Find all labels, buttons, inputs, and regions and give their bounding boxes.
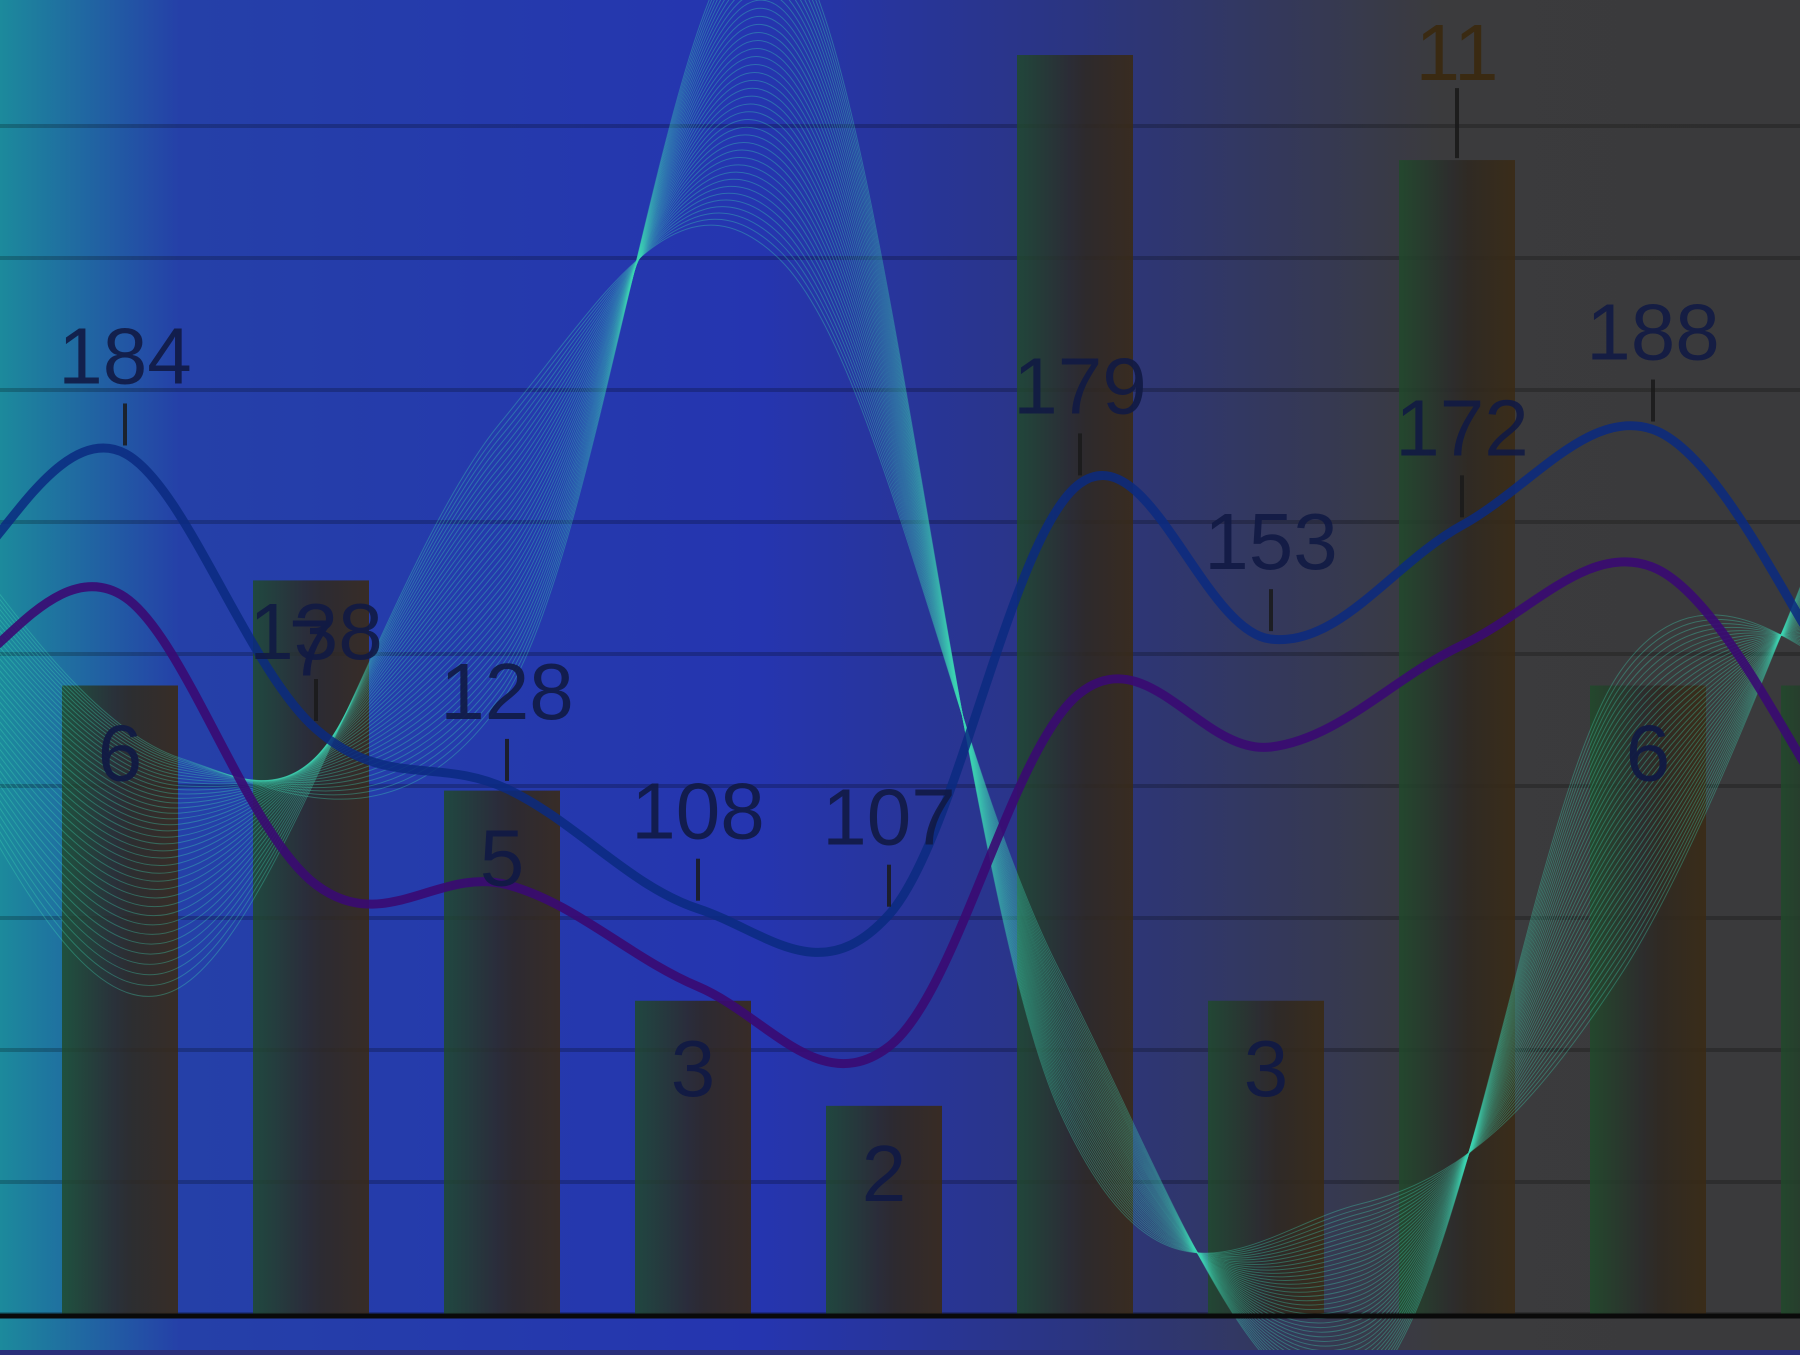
- bar-value-label: 3: [671, 1024, 716, 1113]
- data-labels: 184 138 128 108 107 179 153 172 188 6 7 5 3 2 3 11 6: [58, 8, 1719, 1218]
- wave-line: [0, 141, 1800, 1342]
- line-value-label: 108: [631, 767, 764, 856]
- wave-line: [0, 134, 1800, 1338]
- wave-line: [0, 119, 1800, 1329]
- bar: [62, 685, 178, 1316]
- bar-value-label: 2: [862, 1129, 907, 1218]
- bar: [1590, 685, 1706, 1316]
- line-series: [0, 421, 1800, 1069]
- wave-line: [0, 88, 1800, 1310]
- wave-line: [0, 192, 1800, 1355]
- wave-line: [0, 7, 1800, 1271]
- line-value-label: 172: [1395, 383, 1528, 472]
- bar: [635, 1000, 751, 1316]
- line-value-label: 128: [440, 647, 573, 736]
- wave-line: [0, 0, 1800, 1263]
- wave-line: [0, 218, 1800, 1355]
- bar: [253, 580, 369, 1316]
- bar: [826, 1105, 942, 1316]
- line-value-label: 179: [1013, 341, 1146, 430]
- wave-line: [0, 56, 1800, 1293]
- wave-line: [0, 48, 1800, 1289]
- wave-line: [0, 199, 1800, 1355]
- wave-line: [0, 0, 1800, 1255]
- wave-line: [0, 23, 1800, 1278]
- wave-line: [0, 0, 1800, 1268]
- wave-line: [0, 212, 1800, 1355]
- wave-line: [0, 149, 1800, 1347]
- line-value-label: 153: [1204, 497, 1337, 586]
- bar: [1017, 55, 1133, 1316]
- wave-line: [0, 0, 1800, 1266]
- wave-line: [0, 111, 1800, 1324]
- bar: [1208, 1000, 1324, 1316]
- bar: [1781, 685, 1800, 1316]
- line-value-label: 188: [1586, 288, 1719, 377]
- wave-line: [0, 0, 1800, 1261]
- wave-line: [0, 103, 1800, 1319]
- line-value-label: 138: [249, 587, 382, 676]
- wave-line: [0, 31, 1800, 1281]
- wave-line: [0, 0, 1800, 1258]
- wave-line: [0, 0, 1800, 1259]
- bar-value-label: 11: [1415, 8, 1498, 97]
- bar-value-label: 7: [289, 603, 334, 692]
- bar: [444, 790, 560, 1316]
- wave-line: [0, 0, 1800, 1256]
- wave-line: [0, 224, 1800, 1355]
- wave-line: [0, 157, 1800, 1352]
- line-value-label: 184: [58, 311, 191, 400]
- wave-line: [0, 206, 1800, 1355]
- bar: [1399, 160, 1515, 1316]
- wave-line: [0, 126, 1800, 1333]
- wave-line: [0, 178, 1800, 1355]
- bar-series: [62, 55, 1800, 1316]
- wave-line: [0, 171, 1800, 1355]
- wave-line: [0, 64, 1800, 1297]
- bar-value-label: 5: [480, 814, 525, 903]
- wave-line: [0, 0, 1800, 1254]
- line-series-primary: [0, 421, 1800, 957]
- line-series-secondary: [0, 557, 1800, 1069]
- wave-line: [0, 0, 1800, 1255]
- bar-value-label: 6: [98, 709, 143, 798]
- wave-line: [0, 95, 1800, 1315]
- wave-line: [0, 72, 1800, 1302]
- wave-line: [0, 80, 1800, 1306]
- wave-line: [0, 40, 1800, 1285]
- bar-value-label: 3: [1244, 1024, 1289, 1113]
- wave-line: [0, 185, 1800, 1355]
- bar-value-label: 6: [1626, 709, 1671, 798]
- wave-line: [0, 15, 1800, 1274]
- line-value-label: 107: [822, 773, 955, 862]
- wave-line: [0, 164, 1800, 1355]
